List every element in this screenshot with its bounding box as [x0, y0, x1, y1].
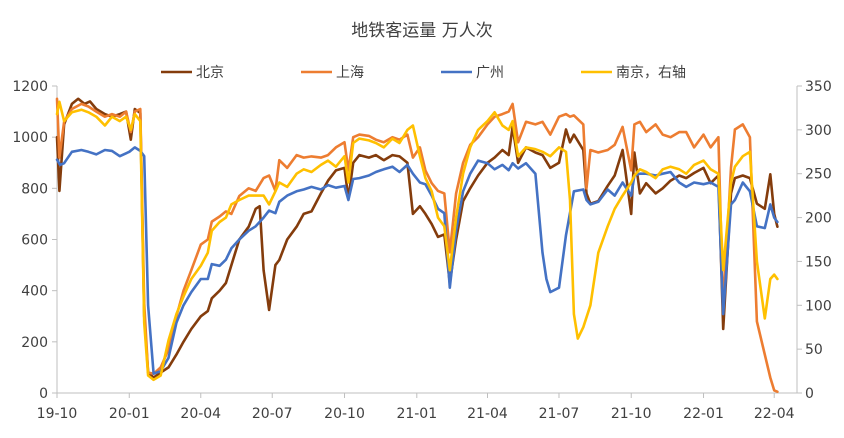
- axes: 0 200 400 600 800 1000 1200 0 50 100 150 200 250 300 3…: [12, 79, 831, 422]
- y-right-tick-label: 250: [805, 167, 832, 183]
- y-left-tick-label: 800: [21, 181, 48, 197]
- legend-label-guangzhou: 广州: [476, 65, 504, 81]
- y-right-tick-label: 150: [805, 254, 832, 270]
- y-left-tick-label: 1000: [12, 130, 48, 146]
- x-tick-label: 20-04: [180, 406, 221, 422]
- x-tick-label: 20-01: [109, 406, 150, 422]
- y-right-tick-label: 50: [805, 342, 823, 358]
- x-tick-label: 19-10: [37, 406, 78, 422]
- y-right-tick-label: 0: [805, 386, 814, 402]
- x-tick-label: 21-04: [467, 406, 508, 422]
- y-left-tick-label: 600: [21, 233, 48, 249]
- y-left-tick-label: 400: [21, 284, 48, 300]
- x-tick-label: 20-10: [324, 406, 365, 422]
- x-tick-label: 22-04: [754, 406, 795, 422]
- x-tick-label: 21-01: [396, 406, 437, 422]
- x-tick-label: 21-10: [611, 406, 652, 422]
- x-tick-label: 22-01: [683, 406, 724, 422]
- legend-label-beijing: 北京: [196, 65, 224, 81]
- x-tick-label: 20-07: [252, 406, 293, 422]
- legend-label-shanghai: 上海: [336, 65, 364, 81]
- chart-title: 地铁客运量 万人次: [351, 21, 492, 41]
- x-tick-label: 21-07: [539, 406, 580, 422]
- series-line-nanjing: [55, 100, 779, 382]
- y-right-tick-label: 300: [805, 123, 832, 139]
- y-left-tick-label: 200: [21, 335, 48, 351]
- y-left-tick-label: 1200: [12, 79, 48, 95]
- y-left-tick-label: 0: [39, 386, 48, 402]
- y-right-tick-label: 200: [805, 211, 832, 227]
- legend: 北京 上海 广州 南京，右轴: [161, 65, 686, 81]
- series-layer: [55, 97, 779, 393]
- y-right-tick-label: 100: [805, 298, 832, 314]
- legend-label-nanjing: 南京，右轴: [616, 65, 686, 81]
- y-right-tick-label: 350: [805, 79, 832, 95]
